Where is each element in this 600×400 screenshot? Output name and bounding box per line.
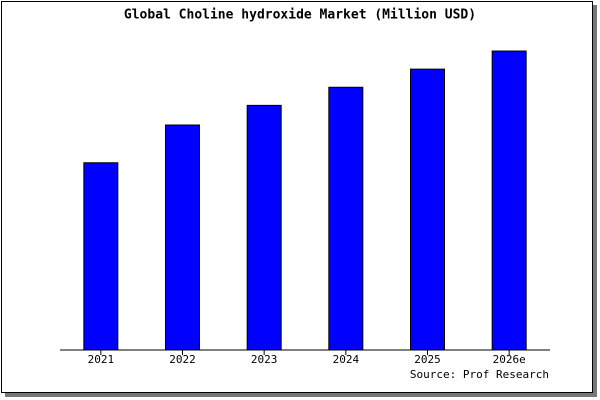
chart-title: Global Choline hydroxide Market (Million… bbox=[124, 8, 476, 23]
bar bbox=[491, 50, 527, 351]
bar bbox=[83, 162, 119, 351]
x-tick-label: 2025 bbox=[414, 353, 441, 366]
x-tick-label: 2024 bbox=[333, 353, 360, 366]
source-note: Source: Prof Research bbox=[410, 368, 549, 381]
bar bbox=[246, 104, 282, 351]
x-tick-label: 2026e bbox=[493, 353, 526, 366]
x-tick-label: 2023 bbox=[251, 353, 278, 366]
x-tick-label: 2022 bbox=[169, 353, 196, 366]
bar bbox=[328, 86, 364, 351]
bar bbox=[165, 124, 200, 351]
x-tick-label: 2021 bbox=[88, 353, 115, 366]
bar bbox=[410, 68, 445, 351]
